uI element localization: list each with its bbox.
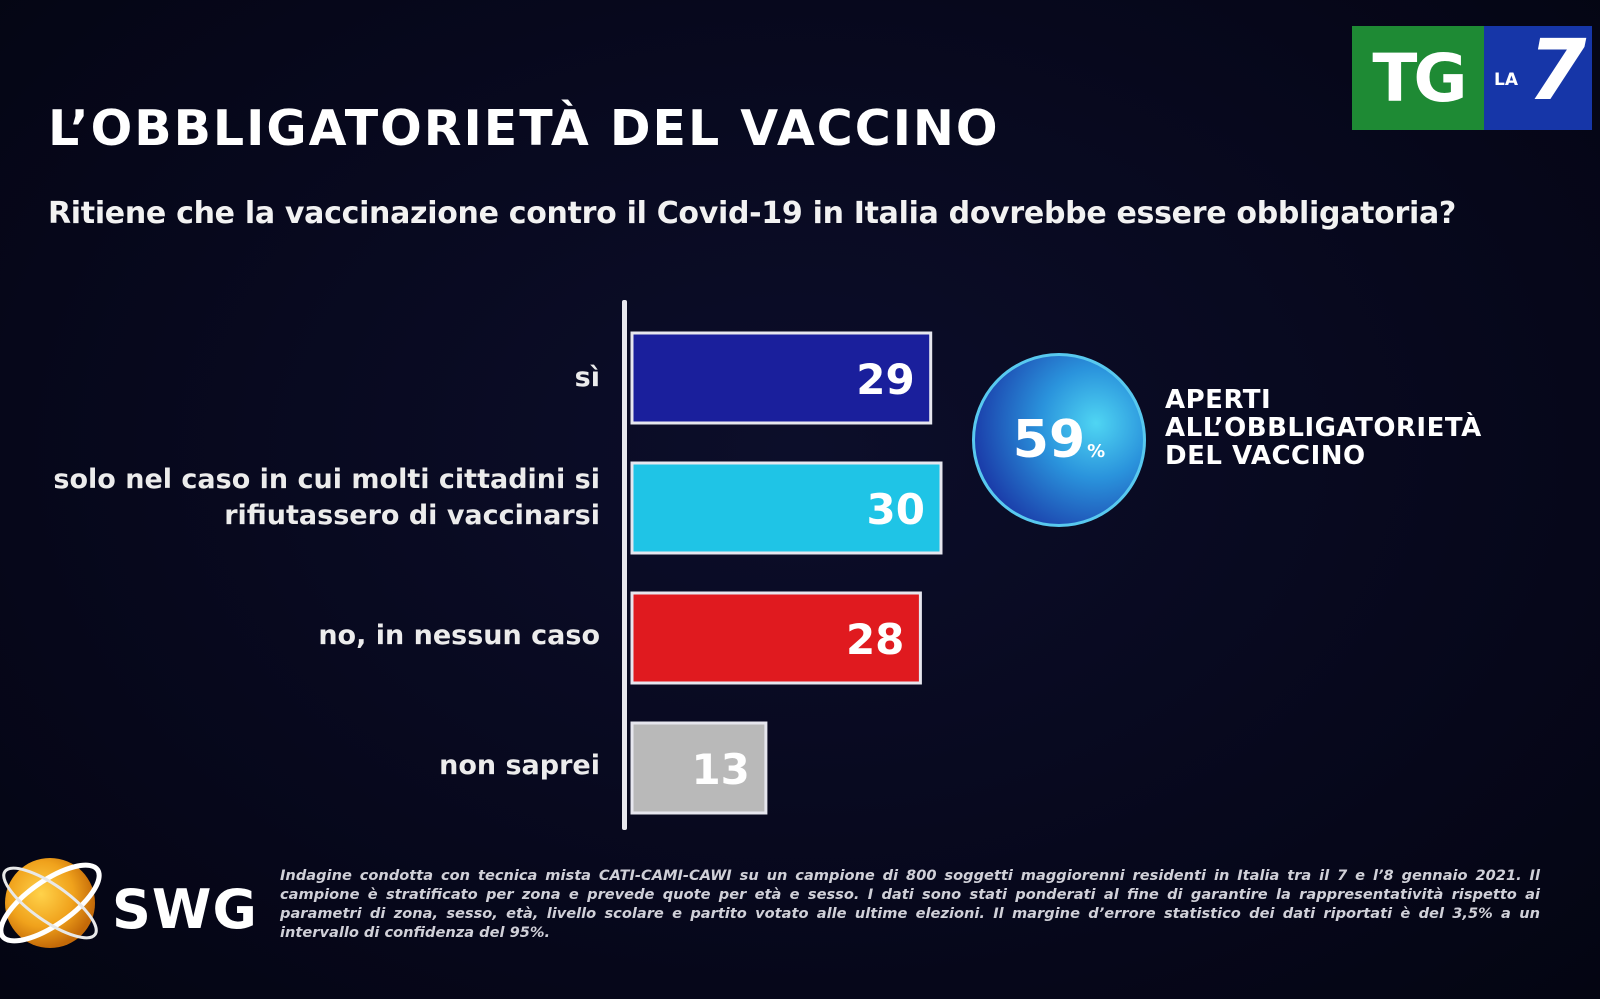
bar-solo-nel-caso bbox=[630, 461, 943, 555]
badge-caption: APERTI ALL’OBBLIGATORIETÀ DEL VACCINO bbox=[1165, 386, 1585, 470]
seven-logo-text: 7 bbox=[1528, 21, 1587, 119]
methodology-footnote: Indagine condotta con tecnica mista CATI… bbox=[280, 867, 1540, 941]
badge-caption-line-1: APERTI bbox=[1165, 385, 1272, 415]
category-label-non-saprei: non saprei bbox=[439, 750, 600, 781]
bar-no bbox=[630, 591, 922, 685]
page-title: L’OBBLIGATORIETÀ DEL VACCINO bbox=[48, 100, 1000, 157]
bar-si bbox=[630, 331, 933, 425]
category-label-solo-nel-caso: solo nel caso in cui molti cittadini si … bbox=[53, 464, 600, 531]
badge-caption-line-2: ALL’OBBLIGATORIETÀ bbox=[1165, 413, 1482, 443]
swg-globe-logo bbox=[0, 858, 102, 948]
category-label-no: no, in nessun caso bbox=[318, 620, 600, 651]
question-subtitle: Ritiene che la vaccinazione contro il Co… bbox=[48, 196, 1457, 231]
category-label-si: sì bbox=[574, 362, 600, 393]
bar-value-label-si: 29 bbox=[856, 355, 914, 404]
bar-value-label-solo-nel-caso: 30 bbox=[867, 485, 925, 534]
badge-unit: % bbox=[1087, 440, 1106, 462]
bar-group-si: 29 bbox=[630, 331, 933, 425]
tg-la7-logo: TG LA 7 bbox=[1352, 26, 1592, 130]
bar-value-label-no: 28 bbox=[846, 615, 904, 664]
badge-value: 59 bbox=[1012, 410, 1086, 470]
tg-logo-block: TG bbox=[1352, 26, 1484, 130]
bar-group-non-saprei: 13 bbox=[630, 721, 768, 815]
bar-non-saprei bbox=[630, 721, 768, 815]
bar-group-solo-nel-caso: 30 bbox=[630, 461, 943, 555]
badge-caption-line-3: DEL VACCINO bbox=[1165, 441, 1366, 471]
la7-logo-block: LA 7 bbox=[1484, 26, 1592, 130]
la-logo-text: LA bbox=[1494, 70, 1518, 90]
chart-axis-line bbox=[622, 300, 627, 830]
swg-brand: SWG bbox=[112, 878, 258, 941]
bar-group-no: 28 bbox=[630, 591, 922, 685]
percentage-badge: 59 % bbox=[972, 353, 1146, 527]
bar-value-label-non-saprei: 13 bbox=[691, 745, 749, 794]
